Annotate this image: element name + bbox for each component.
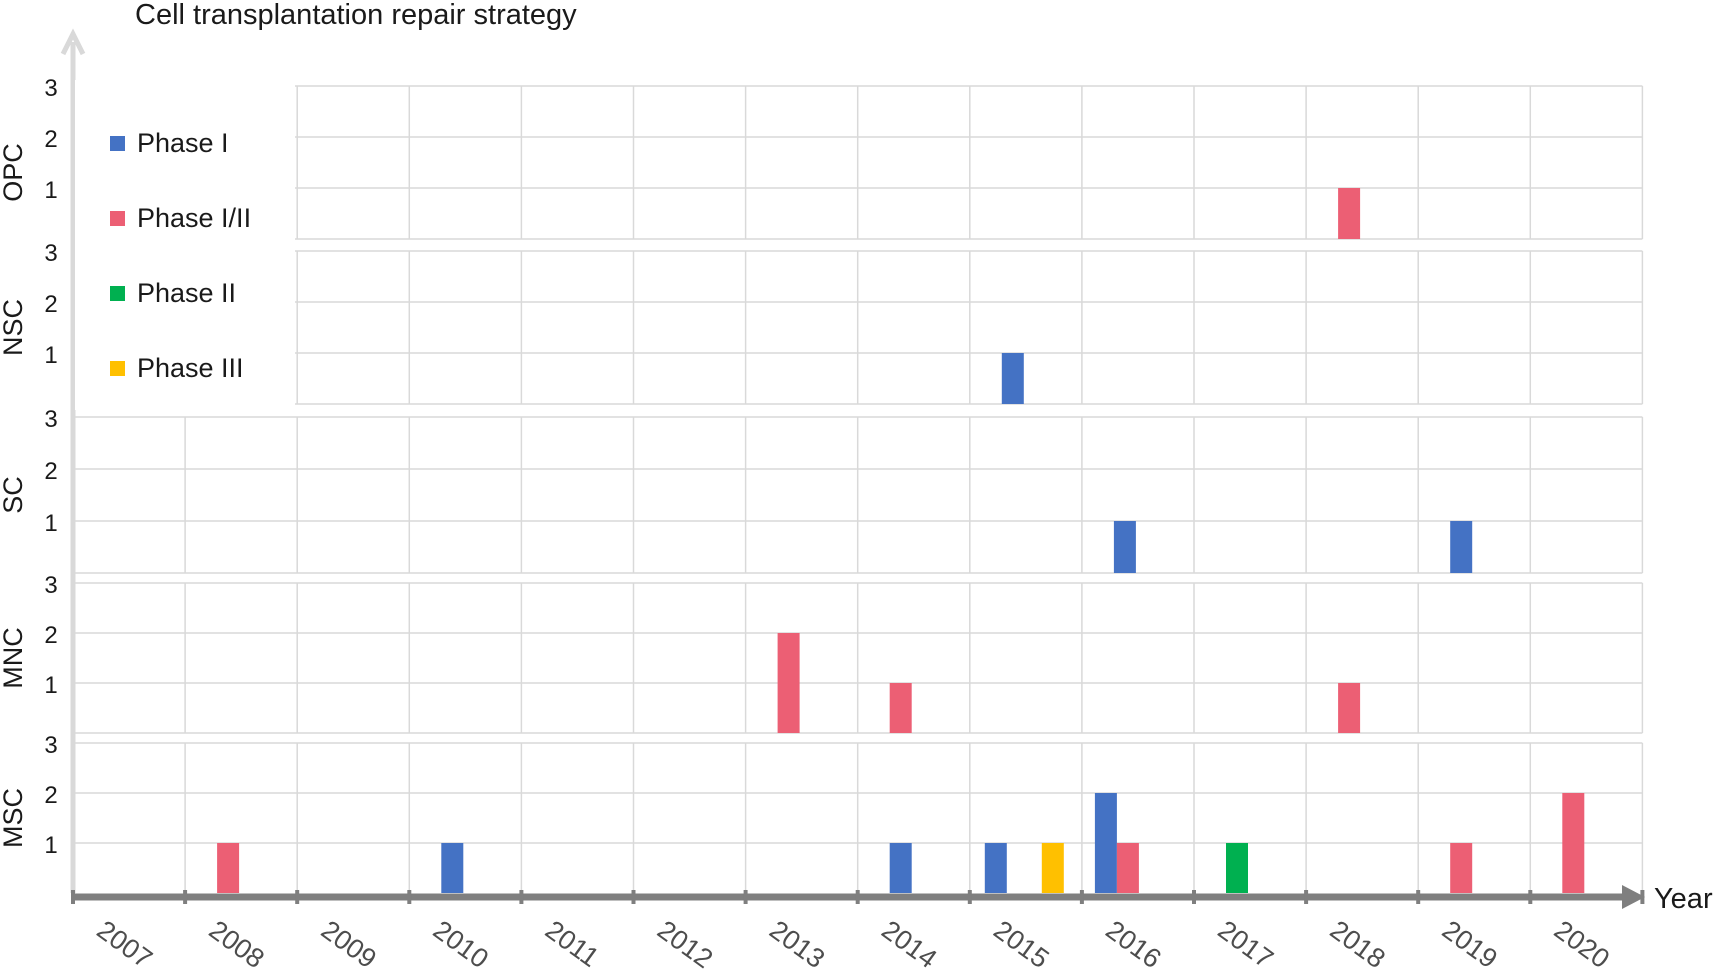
y-tick-label-opc-3: 3 [44, 75, 57, 102]
panel-label-sc: SC [0, 476, 28, 514]
x-tick-label-2010: 2010 [428, 915, 494, 975]
y-tick-label-sc-1: 1 [44, 510, 57, 537]
bar-sc-2019-phase-i [1450, 521, 1473, 573]
bar-msc-2015-phase-i [984, 843, 1007, 893]
panel-label-nsc: NSC [0, 299, 28, 356]
x-tick-label-2015: 2015 [988, 915, 1054, 975]
y-tick-label-sc-2: 2 [44, 458, 57, 485]
bars-layer [217, 188, 1585, 893]
x-tick-label-2020: 2020 [1549, 915, 1615, 975]
legend-label-phase-2: Phase II [137, 277, 237, 308]
bar-msc-2010-phase-i [441, 843, 464, 893]
grid-layer [73, 85, 1644, 893]
y-tick-label-nsc-2: 2 [44, 291, 57, 318]
panel-label-msc: MSC [0, 788, 28, 848]
legend-label-phase-1-2: Phase I/II [137, 202, 252, 233]
y-tick-label-msc-3: 3 [44, 732, 57, 759]
legend-item-phase-1-2: Phase I/II [110, 203, 251, 233]
bar-msc-2016-phase-i-ii [1116, 843, 1139, 893]
legend-swatch-phase-3 [110, 360, 125, 376]
bar-msc-2015-phase-iii [1041, 843, 1064, 893]
y-axis-arrow [60, 28, 86, 56]
y-tick-label-opc-2: 2 [44, 126, 57, 153]
bar-nsc-2015-phase-i [1001, 353, 1024, 404]
bar-mnc-2013-phase-i-ii [777, 633, 800, 733]
x-tick-label-2009: 2009 [316, 915, 382, 975]
x-tick-label-2007: 2007 [91, 915, 157, 975]
bar-msc-2014-phase-i [889, 843, 912, 893]
panel-label-opc: OPC [0, 143, 28, 202]
bar-opc-2018-phase-i-ii [1338, 188, 1361, 239]
x-tick-label-2012: 2012 [652, 915, 718, 975]
legend-label-phase-1: Phase I [137, 127, 229, 158]
x-tick-label-2017: 2017 [1212, 915, 1278, 975]
y-tick-label-opc-1: 1 [44, 177, 57, 204]
y-tick-label-mnc-3: 3 [44, 572, 57, 599]
x-axis-arrow [1622, 885, 1645, 909]
x-tick-label-2008: 2008 [204, 915, 270, 975]
panel-label-mnc: MNC [0, 627, 28, 689]
legend-swatch-phase-2 [110, 285, 125, 301]
y-tick-label-nsc-3: 3 [44, 240, 57, 267]
x-tick-label-2019: 2019 [1437, 915, 1503, 975]
y-tick-label-msc-1: 1 [44, 832, 57, 859]
y-tick-label-msc-2: 2 [44, 782, 57, 809]
bar-mnc-2014-phase-i-ii [889, 683, 912, 733]
y-tick-label-mnc-2: 2 [44, 622, 57, 649]
legend-swatch-phase-1-2 [110, 210, 125, 226]
legend-label-phase-3: Phase III [137, 352, 244, 383]
x-tick-label-2014: 2014 [876, 915, 942, 975]
bar-msc-2019-phase-i-ii [1450, 843, 1473, 893]
legend-item-phase-2: Phase II [110, 278, 236, 308]
bar-msc-2016-phase-i [1094, 793, 1117, 893]
legend: Phase I Phase I/II Phase II Phase III [75, 80, 295, 410]
chart-title: Cell transplantation repair strategy [135, 0, 577, 31]
x-axis-title: Year [1654, 883, 1713, 915]
bar-mnc-2018-phase-i-ii [1338, 683, 1361, 733]
legend-item-phase-3: Phase III [110, 353, 244, 383]
y-tick-label-sc-3: 3 [44, 406, 57, 433]
axes-layer [60, 28, 1645, 909]
bar-sc-2016-phase-i [1113, 521, 1136, 573]
x-tick-label-2016: 2016 [1100, 915, 1166, 975]
legend-swatch-phase-1 [110, 135, 125, 151]
bar-msc-2017-phase-ii [1226, 843, 1248, 893]
bar-msc-2020-phase-i-ii [1562, 793, 1585, 893]
y-tick-label-nsc-1: 1 [44, 342, 57, 369]
bar-msc-2008-phase-i-ii [217, 843, 240, 893]
y-tick-label-mnc-1: 1 [44, 672, 57, 699]
legend-item-phase-1: Phase I [110, 128, 229, 158]
x-tick-label-2011: 2011 [540, 915, 605, 973]
x-tick-label-2013: 2013 [764, 915, 830, 975]
x-tick-label-2018: 2018 [1325, 915, 1391, 975]
